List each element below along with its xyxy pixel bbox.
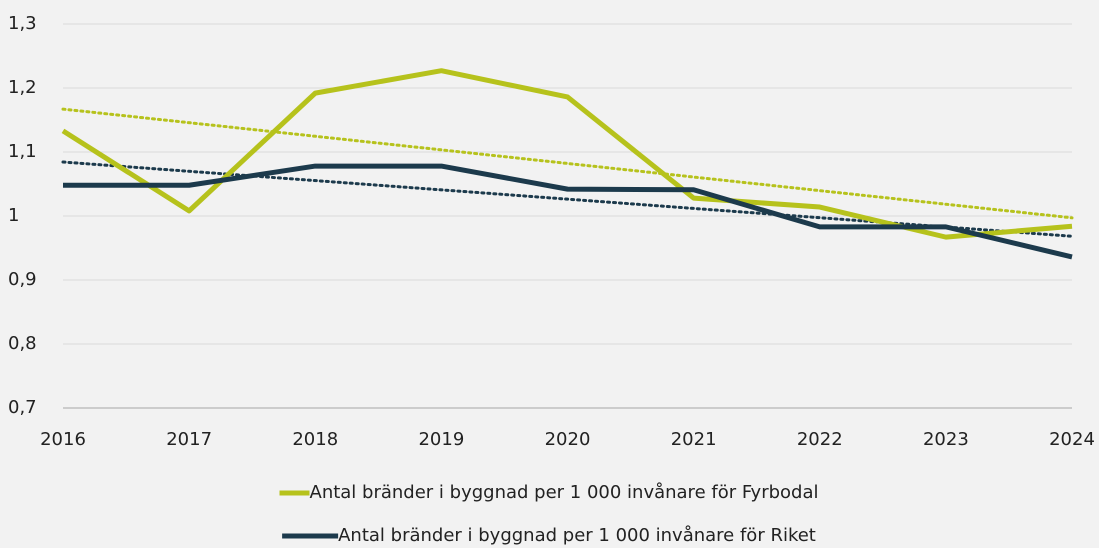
y-tick-label: 1,1 (8, 141, 37, 162)
x-tick-label: 2019 (418, 429, 464, 450)
trendline (61, 107, 1074, 220)
x-tick-label: 2016 (40, 429, 86, 450)
x-tick-label: 2018 (292, 429, 338, 450)
x-tick-label: 2024 (1049, 429, 1095, 450)
legend-label: Antal bränder i byggnad per 1 000 invåna… (310, 482, 819, 503)
legend-label: Antal bränder i byggnad per 1 000 invåna… (338, 525, 816, 546)
x-tick-label: 2020 (545, 429, 591, 450)
x-tick-label: 2023 (923, 429, 969, 450)
series-line (61, 68, 1073, 240)
y-tick-label: 0,8 (8, 333, 37, 354)
y-tick-label: 1 (8, 205, 19, 226)
x-tick-label: 2017 (166, 429, 212, 450)
x-tick-label: 2022 (797, 429, 843, 450)
series-line (63, 163, 1073, 260)
y-tick-label: 1,3 (8, 13, 37, 34)
y-tick-label: 0,7 (8, 397, 37, 418)
y-tick-label: 1,2 (8, 77, 37, 98)
x-tick-label: 2021 (671, 429, 717, 450)
y-tick-label: 0,9 (8, 269, 37, 290)
